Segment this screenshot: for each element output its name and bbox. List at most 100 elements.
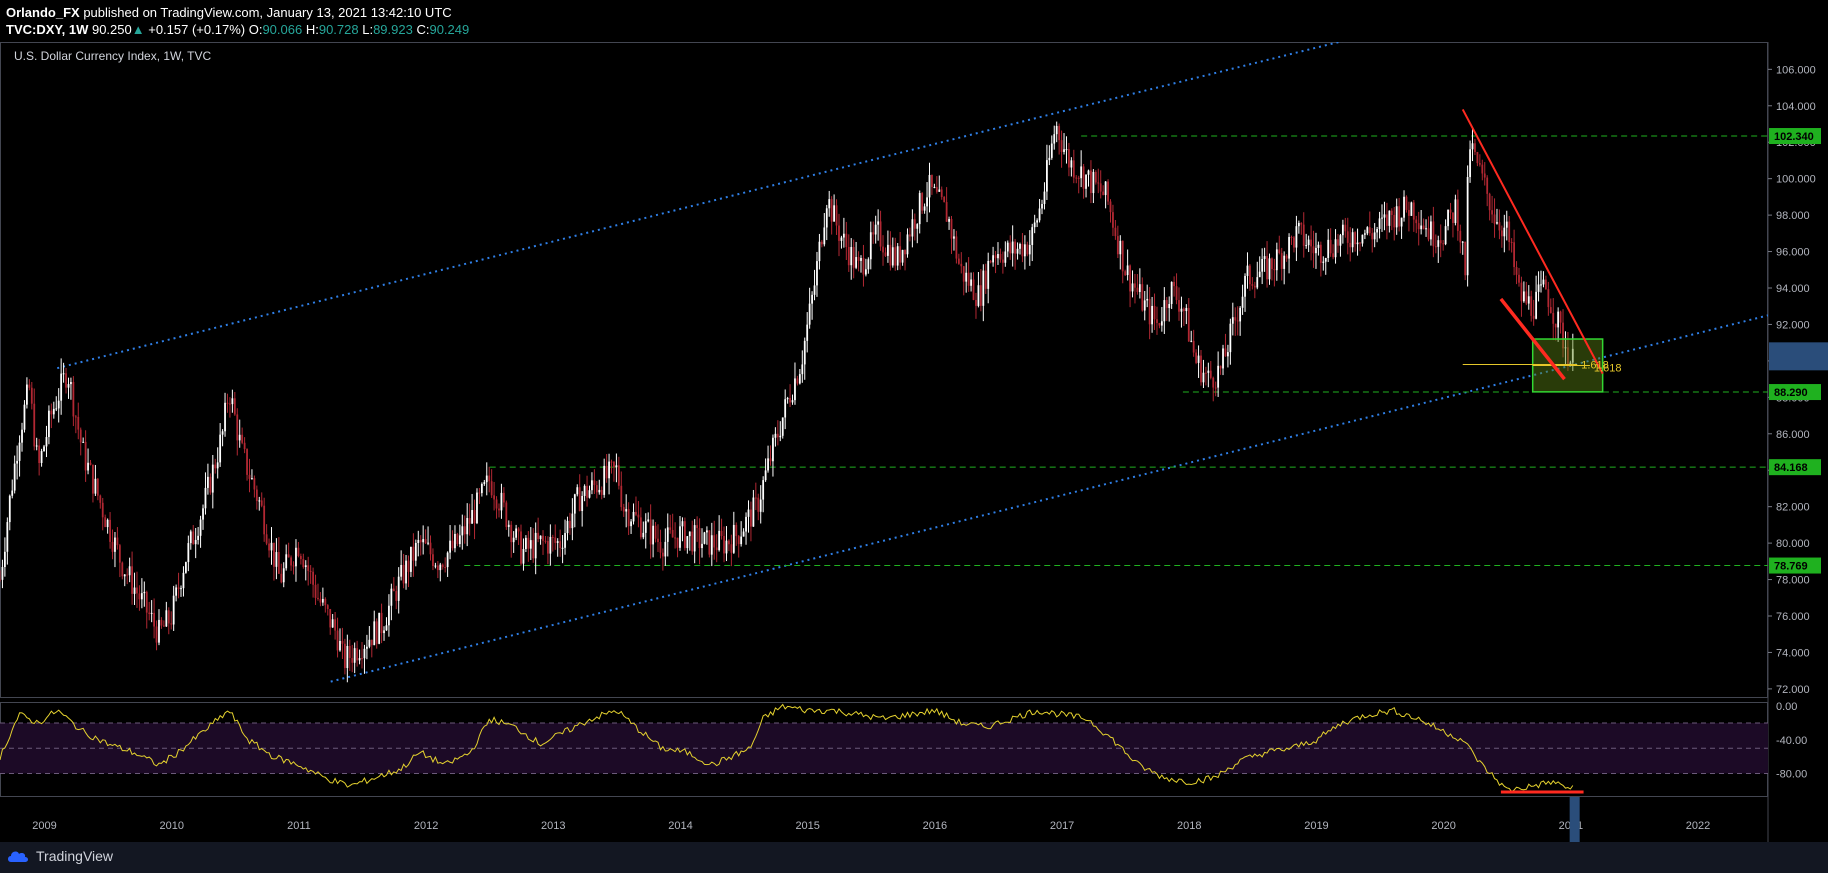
tradingview-logo[interactable]: TradingView [6, 848, 113, 864]
candle-body [1552, 312, 1555, 324]
candle-body [145, 591, 148, 613]
candle-body [776, 433, 779, 438]
trendline[interactable] [1461, 108, 1604, 375]
candle-body [997, 254, 999, 259]
candle-body [747, 509, 750, 517]
candle-body [432, 554, 434, 566]
time-tick-label: 2011 [287, 820, 311, 832]
candle-body [441, 564, 444, 568]
candle-body [89, 462, 92, 465]
candle-body [830, 199, 833, 222]
rsi-plot-area [0, 703, 1768, 794]
candle-body [424, 539, 427, 544]
support-price-tag [1769, 459, 1821, 476]
candle-body [1283, 255, 1286, 269]
candle-body [1097, 182, 1100, 184]
candle-body [534, 532, 537, 559]
candle-body [752, 497, 755, 527]
candle-body [762, 480, 765, 500]
candle-body [1557, 311, 1560, 328]
published-text: published on TradingView.com, January 13… [83, 5, 452, 20]
candle-body [600, 489, 603, 495]
candle-body [742, 531, 745, 537]
candle-body [1442, 243, 1445, 245]
candle-body [994, 255, 997, 259]
price-tick-label: 92.000 [1776, 319, 1810, 331]
channel-lower-line[interactable] [330, 314, 1768, 683]
open-value: 90.066 [262, 22, 303, 37]
candle-body [429, 542, 432, 555]
price-tick-label: 94.000 [1776, 283, 1810, 295]
candle-body [639, 517, 642, 538]
candle-body [1491, 210, 1493, 215]
candle-body [644, 521, 647, 533]
candle-body [1386, 214, 1388, 226]
candle-body [1085, 174, 1087, 189]
time-tick-label: 2020 [1431, 820, 1455, 832]
candle-body [380, 612, 383, 634]
candle-body [551, 537, 554, 539]
candle-body [331, 619, 334, 628]
trendline[interactable] [1499, 297, 1566, 381]
candle-body [30, 387, 33, 404]
candle-body [82, 441, 85, 443]
rsi-line[interactable] [0, 703, 1574, 793]
candle-body [224, 402, 226, 432]
candle-body [319, 598, 322, 603]
candle-body [1021, 244, 1024, 257]
candle-body [361, 658, 363, 660]
time-axis[interactable]: 2009 2010 2011 2012 2013 2014 2015 2016 2017 2018… [32, 820, 1710, 832]
candle-body [255, 489, 258, 502]
candle-body [177, 587, 180, 589]
candle-body [375, 621, 378, 644]
candle-body [1070, 160, 1073, 168]
candle-body [671, 529, 674, 538]
candle-body [1104, 181, 1107, 196]
candle-body [1381, 217, 1383, 219]
candle-body [162, 625, 165, 627]
candle-body [1190, 340, 1193, 342]
candle-body [833, 205, 836, 222]
channel-upper-line[interactable] [56, 42, 1774, 370]
candle-body [735, 524, 738, 537]
candle-body [23, 404, 26, 430]
candle-body [1290, 237, 1293, 239]
candle-body [1302, 224, 1305, 246]
chart-canvas[interactable]: U.S. Dollar Currency Index, 1W, TVC 106.0… [0, 42, 1828, 842]
candle-body [1175, 286, 1178, 301]
candle-body [772, 437, 774, 462]
candle-body [1547, 289, 1550, 308]
candle-body [74, 416, 77, 418]
candle-body [1222, 348, 1224, 369]
price-tick-label: 76.000 [1776, 611, 1810, 623]
candle-body [1452, 212, 1454, 224]
candle-body [1390, 210, 1393, 216]
candle-body [683, 521, 686, 549]
main-pane[interactable] [0, 42, 1768, 698]
author-name[interactable]: Orlando_FX [6, 5, 80, 20]
symbol-label[interactable]: TVC:DXY, 1W [6, 22, 89, 37]
candle-body [236, 414, 239, 441]
candle-body [769, 458, 772, 462]
ohlc-line: TVC:DXY, 1W 90.250▲ +0.157 (+0.17%) O:90… [6, 22, 469, 37]
candle-body [1327, 239, 1330, 258]
candle-body [390, 588, 393, 606]
price-axis[interactable]: 106.000104.000102.000100.00098.00096.000… [1768, 64, 1816, 696]
candle-body [522, 548, 525, 564]
candle-body [268, 543, 270, 551]
candle-body [1351, 232, 1354, 248]
candle-body [1530, 296, 1533, 316]
candle-body [21, 429, 23, 443]
candle-body [84, 441, 87, 471]
candles[interactable] [0, 121, 1574, 683]
candle-body [214, 464, 217, 469]
candle-body [488, 475, 491, 482]
candle-body [965, 272, 968, 282]
candle-body [118, 545, 121, 563]
candle-body [1006, 242, 1009, 252]
candle-body [1114, 227, 1117, 237]
candle-body [1036, 220, 1039, 223]
candle-body [38, 445, 41, 464]
candle-body [1297, 222, 1300, 227]
candle-body [1207, 370, 1210, 373]
